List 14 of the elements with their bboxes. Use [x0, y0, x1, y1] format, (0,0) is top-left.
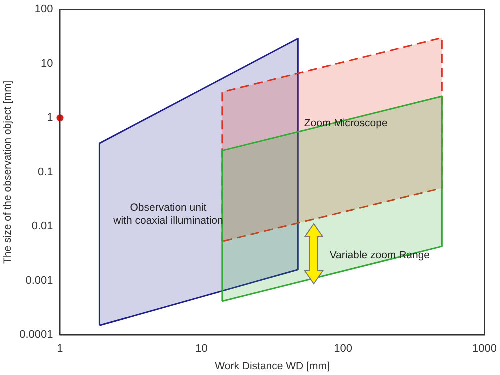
y-tick-label: 1: [47, 112, 54, 124]
annotation: Zoom Microscope: [304, 117, 388, 130]
y-tick-label: 0.0001: [20, 329, 54, 342]
y-tick-label: 10: [40, 58, 54, 70]
x-axis-title: Work Distance WD [mm]: [215, 360, 330, 373]
y-tick-label: 0.001: [26, 274, 54, 287]
y-tick-label: 100: [34, 4, 54, 16]
x-tick-label: 1000: [472, 342, 498, 355]
x-tick-label: 1: [57, 342, 64, 355]
x-tick-label: 10: [196, 342, 208, 355]
y-axis-title: The size of the observation object [mm]: [2, 80, 14, 264]
y-tick-label: 0.1: [38, 166, 54, 178]
x-tick-label: 100: [334, 342, 352, 355]
y-tick-label: 0.01: [32, 220, 54, 233]
